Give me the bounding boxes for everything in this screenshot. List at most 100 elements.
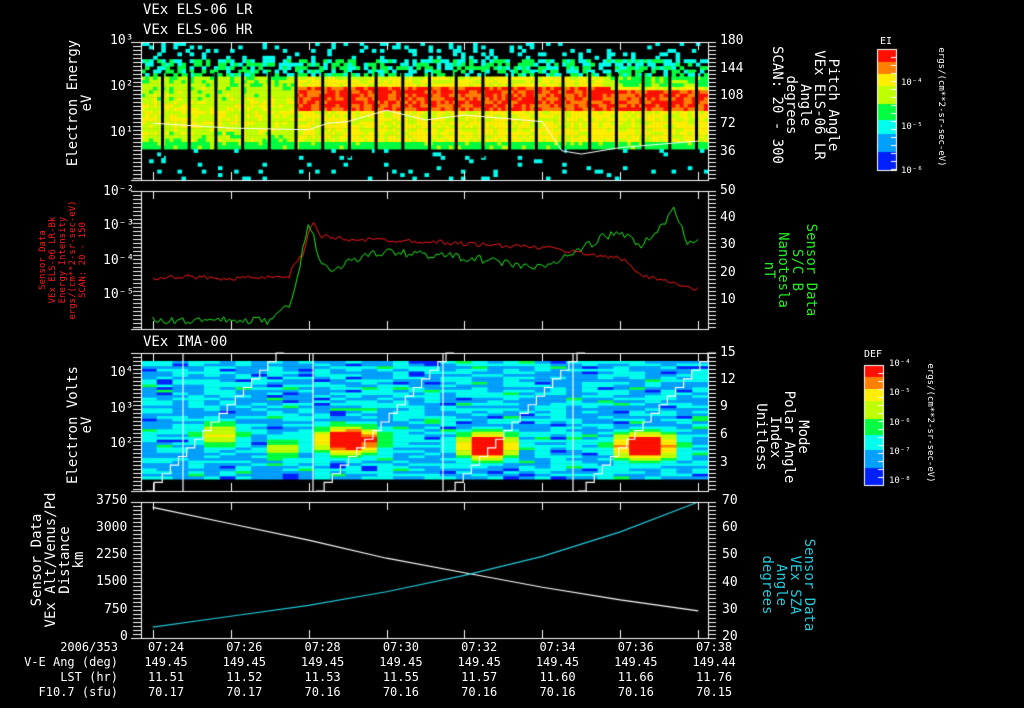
panel2-y2tick-10: 10 xyxy=(720,292,736,307)
panel4-y2label-line1: Sensor Data xyxy=(801,538,817,632)
panel2-ylabel-line4: ergs/(cm**2-sr-sec-eV) xyxy=(68,200,78,320)
x-row-value: 70.15 xyxy=(696,685,733,699)
x-row-value: 70.16 xyxy=(617,685,654,699)
def-colorbar-title: DEF xyxy=(864,349,883,360)
panel3-y2tick-3: 3 xyxy=(720,455,728,470)
x-row-value: 149.45 xyxy=(300,655,345,669)
panel4-y2label: Sensor Data VEx SZA Angle degrees xyxy=(759,520,817,650)
panel1-y2label-line4: degrees xyxy=(783,75,799,135)
ei-colorbar-title: EI xyxy=(880,36,893,47)
panel2-y2tick-30: 30 xyxy=(720,237,736,252)
x-row-value: 11.66 xyxy=(617,670,654,684)
panel1-ytick-1e2: 10² xyxy=(110,79,134,94)
panel3-ylabel-line2: eV xyxy=(79,416,95,434)
x-row-value: 149.45 xyxy=(614,655,658,669)
x-row-value: 07:24 xyxy=(147,640,185,654)
panel2-y2label-line3: Nanotesla xyxy=(775,232,791,308)
panel3-y2label-line2: Polar Angle xyxy=(781,390,797,484)
panel1-y2label: Pitch Angle VEx ELS-06 LR Angle degrees … xyxy=(769,30,841,180)
panel1-ytick-1e3: 10³ xyxy=(110,33,134,48)
x-row-value: 07:36 xyxy=(617,640,654,654)
panel2-y2label-line4: nT xyxy=(761,261,777,279)
panel1-y2tick-72: 72 xyxy=(720,116,736,131)
def-colorbar-tick-3: 10⁻⁶ xyxy=(889,418,911,428)
panel4-ytick-0: 0 xyxy=(120,629,128,644)
panel3-ylabel: Electron Volts eV xyxy=(65,350,95,500)
x-row-value: 07:30 xyxy=(382,640,419,654)
x-row-value: 149.44 xyxy=(692,655,736,669)
panel2-ylabel-line5: SCAN: 20 - 150 xyxy=(78,222,88,298)
panel1-y2tick-180: 180 xyxy=(720,33,744,48)
panel4-y2label-line2: VEx SZA xyxy=(787,555,803,615)
x-row-value: 07:32 xyxy=(461,640,498,654)
panel3-y2label-line3: Index xyxy=(767,415,783,459)
panel4-y2tick-60: 60 xyxy=(722,520,738,535)
x-row-value: 70.16 xyxy=(304,685,341,699)
panel2-ytick-1e-4: 10⁻⁴ xyxy=(103,253,135,268)
x-row-value: 11.53 xyxy=(304,670,341,684)
panel3-y2tick-12: 12 xyxy=(720,372,736,387)
ei-colorbar-tick-3: 10⁻⁶ xyxy=(901,166,923,176)
panel3-ytick-1e2: 10² xyxy=(110,436,134,451)
panel3-y2label-line1: Mode xyxy=(795,420,811,454)
x-row-value: 70.16 xyxy=(539,685,576,699)
def-colorbar-units: ergs/(cm**2-sr-sec-eV) xyxy=(925,363,935,483)
panel2-y2label: Sensor Data S/C B Nanotesla nT xyxy=(761,205,819,335)
panel2-ylabel-line2: VEx ELS-06 LR-Bk xyxy=(48,216,58,304)
panel3-ytick-1e4: 10⁴ xyxy=(110,365,134,380)
x-row-value: 70.17 xyxy=(226,685,263,699)
panel4-ylabel-line3: Distance xyxy=(57,526,73,594)
x-row-value: 11.51 xyxy=(147,670,185,684)
panel3-ylabel-line1: Electron Volts xyxy=(65,366,81,485)
def-colorbar-tick-1: 10⁻⁴ xyxy=(889,359,911,369)
panel4-y2label-line4: degrees xyxy=(759,555,775,615)
panel3-ytick-1e3: 10³ xyxy=(110,401,134,416)
panel4-y2tick-50: 50 xyxy=(722,547,738,562)
x-row-label: F10.7 (sfu) xyxy=(38,685,118,699)
x-row-value: 70.17 xyxy=(147,685,185,699)
panel1-y2label-line3: Angle xyxy=(797,83,813,127)
panel4-ylabel-line1: Sensor Data xyxy=(29,513,45,607)
x-row-value: 11.55 xyxy=(382,670,419,684)
panel1-y2label-line5: SCAN: 20 - 300 xyxy=(769,45,785,164)
ei-colorbar-tick-1: 10⁻⁴ xyxy=(901,78,923,88)
x-row-label: V-E Ang (deg) xyxy=(24,655,118,669)
panel4-ytick-2250: 2250 xyxy=(96,547,128,562)
panel2-ylabel-line1: Sensor Data xyxy=(38,230,48,290)
panel3-y2tick-9: 9 xyxy=(720,399,728,414)
panel4-y2tick-40: 40 xyxy=(722,575,738,590)
def-colorbar-tick-5: 10⁻⁸ xyxy=(889,476,911,486)
panel4-ylabel-line4: km xyxy=(71,551,87,569)
panel4-ytick-1500: 1500 xyxy=(96,574,128,589)
panel2-ylabel: Sensor Data VEx ELS-06 LR-Bk Energy Inte… xyxy=(38,195,88,325)
panel3-y2label: Mode Polar Angle Index Unitless xyxy=(753,372,811,502)
x-row-value: 70.16 xyxy=(382,685,419,699)
panel3-y2tick-6: 6 xyxy=(720,427,728,442)
panel1-title-line1: VEx ELS-06 LR xyxy=(143,2,253,18)
panel3-y2label-line4: Unitless xyxy=(753,403,769,471)
panel1-y2tick-108: 108 xyxy=(720,88,744,103)
x-row-value: 149.45 xyxy=(379,655,423,669)
panel4-ytick-750: 750 xyxy=(104,602,128,617)
panel2-ytick-1e-3: 10⁻³ xyxy=(103,218,135,233)
panel2-y2tick-40: 40 xyxy=(720,210,736,225)
panel4-ytick-3750: 3750 xyxy=(96,493,128,508)
panel2-y2label-line2: S/C B xyxy=(789,248,805,292)
x-row-value: 07:26 xyxy=(226,640,263,654)
ei-colorbar-tick-2: 10⁻⁵ xyxy=(901,122,923,132)
x-row-value: 11.60 xyxy=(539,670,576,684)
panel2-y2tick-20: 20 xyxy=(720,265,736,280)
panel1-ytick-1e1: 10¹ xyxy=(110,125,134,140)
panel1-y2tick-36: 36 xyxy=(720,144,736,159)
ei-colorbar-units: ergs/(cm**2-sr-sec-eV) xyxy=(936,47,946,167)
panel3-y2tick-15: 15 xyxy=(720,345,736,360)
panel4-y2tick-70: 70 xyxy=(722,493,738,508)
x-row-value: 149.45 xyxy=(457,655,501,669)
panel1-y2tick-144: 144 xyxy=(720,61,744,76)
def-colorbar-tick-4: 10⁻⁷ xyxy=(889,447,911,457)
panel4-y2label-line3: Angle xyxy=(773,563,789,607)
panel1-ylabel-line1: Electron Energy xyxy=(65,39,81,167)
panel1-y2label-line2: VEx ELS-06 LR xyxy=(811,50,827,160)
x-row-value: 11.57 xyxy=(461,670,498,684)
